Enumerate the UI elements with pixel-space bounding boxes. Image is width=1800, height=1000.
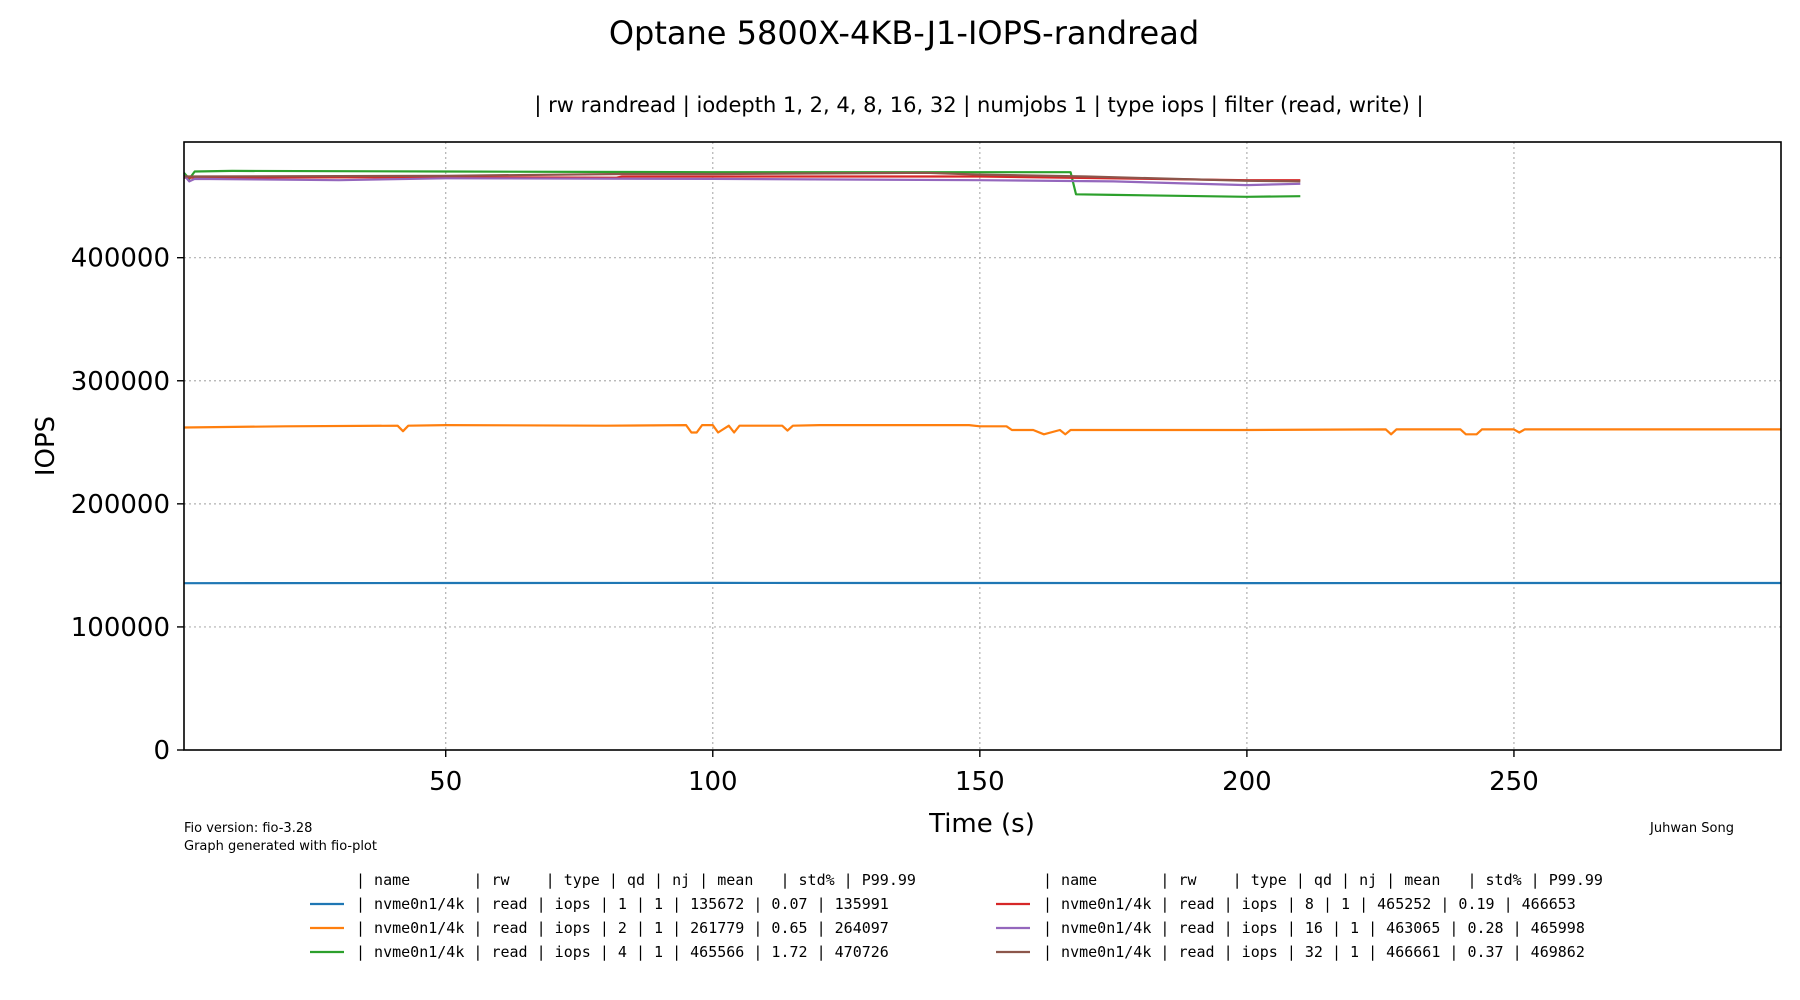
x-tick-label: 100 <box>688 767 738 797</box>
chart-subtitle: | rw randread | iodepth 1, 2, 4, 8, 16, … <box>534 93 1423 118</box>
series-lines <box>183 169 1781 585</box>
y-tick-label: 400000 <box>71 244 170 274</box>
legend-row-left-3: | nvme0n1/4k | read | iops | 4 | 1 | 465… <box>356 943 889 961</box>
y-axis-label: IOPS <box>31 416 61 476</box>
legend-header-right: | name | rw | type | qd | nj | mean | st… <box>1043 871 1603 889</box>
y-tick-label: 300000 <box>71 367 170 397</box>
legend-table: | name | rw | type | qd | nj | mean | st… <box>310 871 1603 961</box>
legend-row-right-1: | nvme0n1/4k | read | iops | 8 | 1 | 465… <box>1043 895 1576 913</box>
series-line-2 <box>183 424 1781 436</box>
y-tick-label: 200000 <box>71 490 170 520</box>
legend-row-right-3: | nvme0n1/4k | read | iops | 32 | 1 | 46… <box>1043 943 1585 961</box>
x-tick-label: 50 <box>429 767 462 797</box>
legend-row-left-1: | nvme0n1/4k | read | iops | 1 | 1 | 135… <box>356 895 889 913</box>
x-tick-label: 250 <box>1489 767 1539 797</box>
legend-header-left: | name | rw | type | qd | nj | mean | st… <box>356 871 916 889</box>
generated-note: Graph generated with fio-plot <box>184 839 377 854</box>
chart-title: Optane 5800X-4KB-J1-IOPS-randread <box>609 14 1199 52</box>
legend-rows: | nvme0n1/4k | read | iops | 1 | 1 | 135… <box>310 895 1585 961</box>
grid-lines <box>184 142 1781 750</box>
legend-row-right-2: | nvme0n1/4k | read | iops | 16 | 1 | 46… <box>1043 919 1585 937</box>
series-line-5 <box>183 174 1301 187</box>
y-tick-label: 100000 <box>71 613 170 643</box>
x-tick-label: 150 <box>955 767 1005 797</box>
series-line-6 <box>183 171 1301 183</box>
x-axis-label: Time (s) <box>928 809 1035 839</box>
axis-ticks: 50 100 150 200 250 0 100000 200000 300000 400000 <box>71 244 1539 797</box>
fio-version: Fio version: fio-3.28 <box>184 821 312 836</box>
legend-row-left-2: | nvme0n1/4k | read | iops | 2 | 1 | 261… <box>356 919 889 937</box>
y-tick-label: 0 <box>153 736 170 766</box>
x-tick-label: 200 <box>1222 767 1272 797</box>
author: Juhwan Song <box>1649 821 1734 836</box>
plot-frame <box>183 141 1782 751</box>
